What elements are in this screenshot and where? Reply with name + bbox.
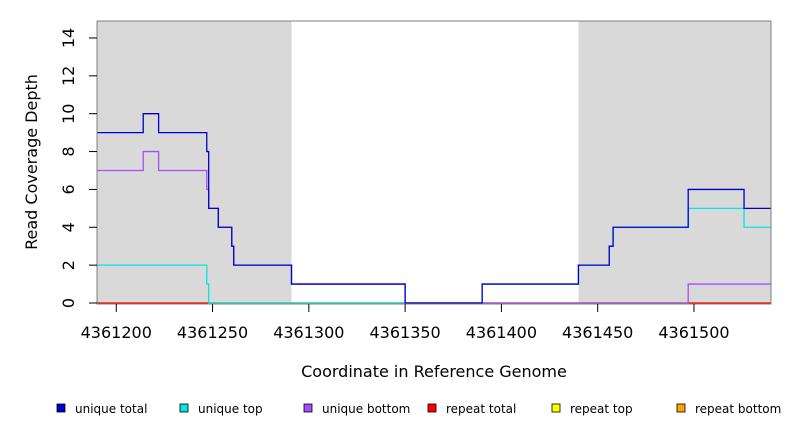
legend-swatch [303,403,313,413]
legend-label: repeat bottom [695,402,781,416]
x-tick-label: 4361250 [177,323,248,342]
legend-label: unique bottom [322,402,410,416]
x-axis-title: Coordinate in Reference Genome [301,362,567,381]
legend-item: repeat bottom [676,402,781,416]
x-tick-label: 4361300 [273,323,344,342]
legend-item: unique bottom [303,402,410,416]
y-axis: 0 2 4 6 8 10 12 14 [59,28,97,308]
legend-swatch [427,403,437,413]
y-tick-label: 10 [59,104,78,124]
y-tick-label: 2 [59,260,78,270]
y-tick-label: 0 [59,298,78,308]
legend-swatch [676,403,686,413]
legend-swatch [56,403,66,413]
legend-label: repeat total [446,402,516,416]
y-tick-label: 4 [59,222,78,232]
y-tick-label: 14 [59,28,78,48]
legend-label: repeat top [570,402,633,416]
legend-swatch [551,403,561,413]
legend-item: unique top [179,402,263,416]
series-line-unique-total [97,113,771,304]
legend-swatch [179,403,189,413]
x-axis: 4361200 4361250 4361300 4361350 4361400 43614… [81,304,730,342]
y-tick-label: 6 [59,184,78,194]
x-tick-label: 4361350 [369,323,440,342]
shaded-region-0 [97,21,292,304]
series-lines [97,113,771,304]
plot-frame [96,20,772,305]
y-tick-label: 8 [59,146,78,156]
x-tick-label: 4361400 [466,323,537,342]
legend-item: unique total [56,402,147,416]
shaded-region-1 [578,21,771,304]
legend-item: repeat top [551,402,633,416]
x-tick-label: 4361500 [658,323,729,342]
x-tick-label: 4361200 [81,323,152,342]
legend-label: unique total [75,402,147,416]
x-tick-label: 4361450 [562,323,633,342]
y-axis-title: Read Coverage Depth [22,74,41,250]
shaded-regions [97,21,771,304]
legend-label: unique top [198,402,263,416]
legend-item: repeat total [427,402,516,416]
y-tick-label: 12 [59,66,78,86]
legend: unique total unique top unique bottom repea… [56,402,781,416]
